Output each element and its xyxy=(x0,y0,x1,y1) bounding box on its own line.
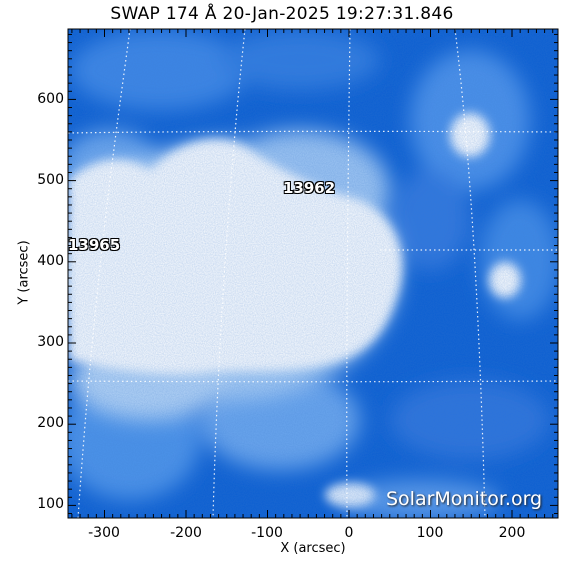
tick-marks xyxy=(68,29,558,518)
x-tick-label: -100 xyxy=(251,525,283,541)
euv-image xyxy=(68,29,558,518)
active-region-label: 13962 xyxy=(283,179,336,197)
y-axis-label: Y (arcsec) xyxy=(16,240,32,305)
x-tick-label: 200 xyxy=(498,525,526,541)
y-tick-label: 100 xyxy=(37,496,64,512)
heliographic-grid xyxy=(68,29,558,518)
y-tick-label: 500 xyxy=(37,172,64,188)
y-tick-label: 200 xyxy=(37,415,64,431)
x-tick-label: -300 xyxy=(88,525,120,541)
active-region-label: 13965 xyxy=(68,236,121,254)
x-tick-label: 0 xyxy=(344,525,354,541)
plot-frame xyxy=(67,28,559,519)
watermark-text: SolarMonitor.org xyxy=(386,488,543,510)
plot-title: SWAP 174 Å 20-Jan-2025 19:27:31.846 xyxy=(110,4,454,24)
y-tick-label: 300 xyxy=(37,334,64,350)
x-axis-label: X (arcsec) xyxy=(280,541,346,556)
x-tick-label: -200 xyxy=(170,525,202,541)
x-tick-label: 100 xyxy=(416,525,444,541)
y-tick-label: 600 xyxy=(37,91,64,107)
y-tick-label: 400 xyxy=(37,253,64,269)
